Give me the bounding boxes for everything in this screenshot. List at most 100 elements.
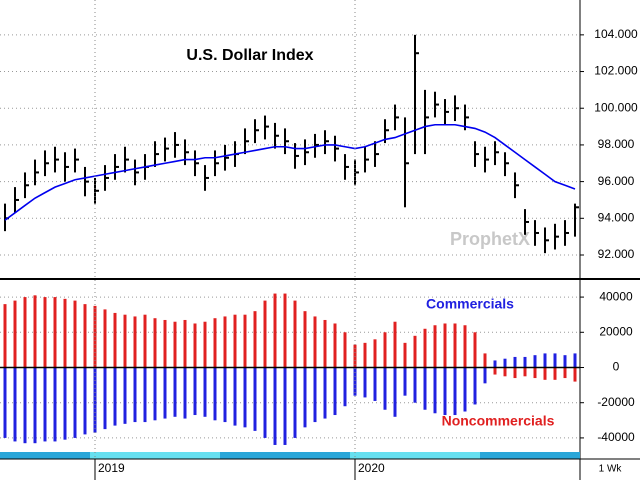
bar bbox=[143, 314, 147, 368]
bar bbox=[553, 367, 557, 380]
bar bbox=[353, 367, 357, 396]
bar bbox=[103, 309, 107, 368]
bar bbox=[113, 312, 117, 368]
bar bbox=[443, 323, 447, 368]
bar bbox=[3, 367, 7, 438]
bar bbox=[443, 367, 447, 416]
bar bbox=[13, 300, 17, 368]
bar bbox=[343, 332, 347, 368]
bar bbox=[493, 360, 497, 368]
x-tick-label: 2020 bbox=[358, 461, 385, 475]
bar bbox=[123, 314, 127, 368]
bar bbox=[403, 342, 407, 368]
bar bbox=[213, 367, 217, 421]
bar bbox=[83, 367, 87, 435]
moving-average-line bbox=[4, 123, 576, 221]
y-tick-label: 20000 bbox=[599, 324, 633, 338]
bar bbox=[483, 367, 487, 384]
y-tick-label: 0 bbox=[613, 360, 620, 374]
bar bbox=[433, 367, 437, 414]
bar bbox=[183, 367, 187, 419]
bar bbox=[53, 367, 57, 442]
bar bbox=[43, 367, 47, 442]
bar bbox=[153, 367, 157, 421]
bar bbox=[523, 367, 527, 377]
bar bbox=[313, 316, 317, 368]
bar bbox=[13, 367, 17, 442]
bar bbox=[343, 367, 347, 407]
bar bbox=[53, 297, 57, 368]
bar bbox=[33, 295, 37, 368]
bar bbox=[413, 335, 417, 368]
bar bbox=[293, 367, 297, 438]
bar bbox=[473, 367, 477, 405]
date-strip-segment bbox=[350, 452, 480, 459]
bar bbox=[543, 367, 547, 380]
bar bbox=[573, 353, 577, 368]
bar bbox=[213, 318, 217, 368]
bar bbox=[503, 367, 507, 377]
y-tick-label: 40000 bbox=[599, 289, 633, 303]
bar bbox=[333, 367, 337, 416]
bar bbox=[463, 367, 467, 412]
x-tick-label: 2019 bbox=[98, 461, 125, 475]
bar bbox=[193, 367, 197, 416]
bar bbox=[313, 367, 317, 423]
legend-label: Commercials bbox=[426, 296, 514, 312]
bar bbox=[543, 353, 547, 368]
bar bbox=[143, 367, 147, 423]
bar bbox=[533, 355, 537, 368]
bar bbox=[453, 367, 457, 416]
bar bbox=[233, 314, 237, 368]
bar bbox=[153, 318, 157, 368]
bar bbox=[263, 300, 267, 368]
bar bbox=[323, 319, 327, 368]
bar bbox=[463, 325, 467, 368]
bar bbox=[183, 319, 187, 368]
y-tick-label: 92.000 bbox=[598, 247, 635, 261]
y-tick-label: -20000 bbox=[597, 395, 635, 409]
bar bbox=[533, 367, 537, 379]
bar bbox=[63, 298, 67, 368]
bar bbox=[293, 300, 297, 368]
y-tick-label: 100.000 bbox=[594, 100, 638, 114]
bar bbox=[173, 367, 177, 417]
bar bbox=[373, 339, 377, 368]
bar bbox=[423, 367, 427, 410]
bar bbox=[323, 367, 327, 419]
bar bbox=[193, 323, 197, 368]
date-strip-segment bbox=[90, 452, 220, 459]
bar bbox=[283, 367, 287, 445]
bar bbox=[163, 319, 167, 368]
bar bbox=[563, 355, 567, 368]
bar bbox=[573, 367, 577, 382]
legend-label: Noncommercials bbox=[442, 413, 555, 429]
bar bbox=[73, 300, 77, 368]
bar bbox=[523, 356, 527, 368]
bar bbox=[303, 367, 307, 428]
bar bbox=[393, 321, 397, 368]
bar bbox=[163, 367, 167, 419]
bar bbox=[403, 367, 407, 396]
y-tick-label: 98.000 bbox=[598, 137, 635, 151]
bar bbox=[173, 321, 177, 368]
bar bbox=[263, 367, 267, 438]
bar bbox=[73, 367, 77, 438]
bar bbox=[203, 367, 207, 417]
bar bbox=[393, 367, 397, 417]
bar bbox=[253, 367, 257, 431]
bar bbox=[433, 325, 437, 368]
bar bbox=[503, 358, 507, 368]
bar bbox=[513, 367, 517, 379]
bar bbox=[3, 304, 7, 368]
bar bbox=[513, 356, 517, 368]
y-tick-label: 102.000 bbox=[594, 64, 638, 78]
bar bbox=[23, 367, 27, 444]
y-tick-label: 96.000 bbox=[598, 174, 635, 188]
bar bbox=[553, 353, 557, 368]
bar bbox=[423, 328, 427, 368]
bar bbox=[493, 367, 497, 375]
bar bbox=[363, 342, 367, 368]
y-tick-label: 104.000 bbox=[594, 27, 638, 41]
bar bbox=[103, 367, 107, 430]
